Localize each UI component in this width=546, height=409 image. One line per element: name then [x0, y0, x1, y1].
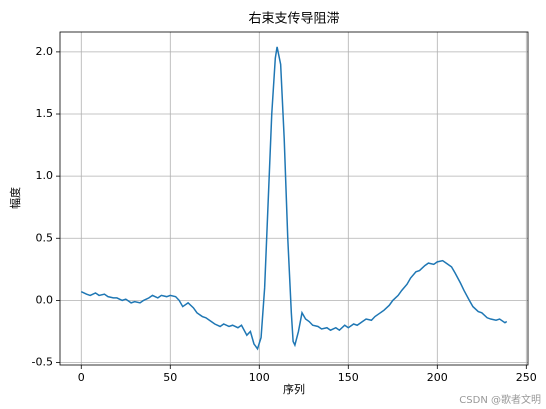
x-tick-label: 50: [163, 371, 177, 384]
y-tick-label: 2.0: [36, 45, 54, 58]
plot-frame: [59, 31, 529, 366]
y-axis-label: 幅度: [8, 187, 22, 209]
y-tick-label: 1.0: [36, 169, 54, 182]
chart-title: 右束支传导阻滞: [248, 12, 339, 27]
watermark: CSDN @歌者文明: [459, 393, 541, 406]
x-tick-label: 0: [78, 371, 85, 384]
x-tick-label: 250: [516, 371, 537, 384]
x-tick-label: 150: [338, 371, 359, 384]
x-tick-label: 200: [427, 371, 448, 384]
x-axis-label: 序列: [283, 382, 305, 396]
y-tick-label: 0.0: [36, 293, 54, 306]
y-tick-label: 1.5: [36, 107, 54, 120]
x-tick-label: 100: [249, 371, 270, 384]
data-line: [80, 46, 508, 351]
y-tick-label: 0.5: [36, 231, 54, 244]
y-tick-label: -0.5: [32, 356, 53, 369]
